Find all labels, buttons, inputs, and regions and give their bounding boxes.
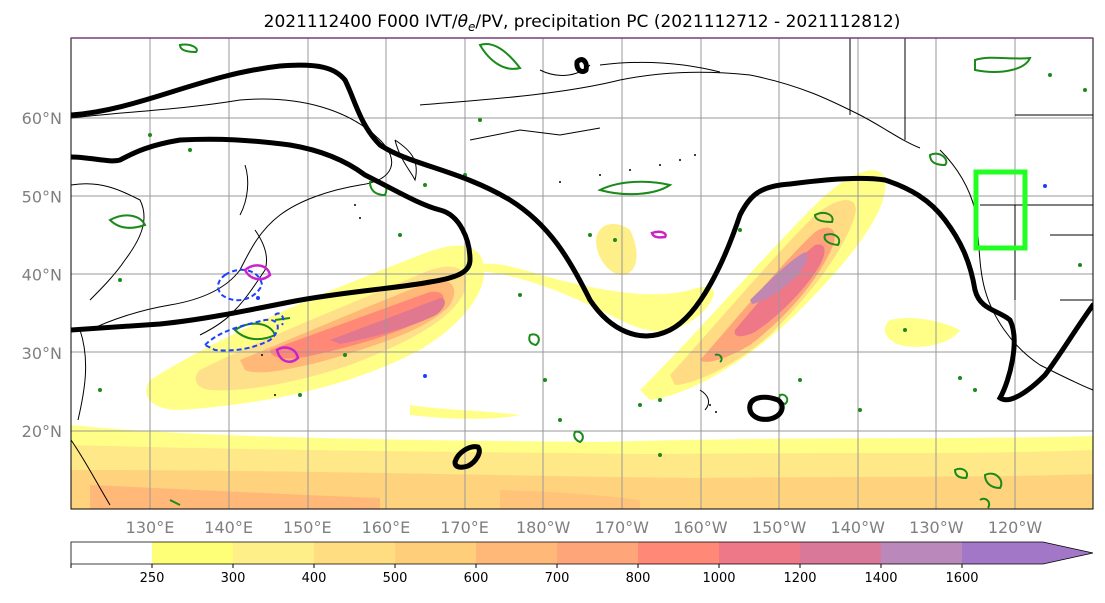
colorbar-level-label: 600 <box>464 571 489 586</box>
longitude-label: 150°W <box>752 518 807 537</box>
longitude-label: 140°W <box>831 518 886 537</box>
colorbar-level-label: 250 <box>140 571 165 586</box>
colorbar-segment <box>962 542 1044 564</box>
colorbar-segment <box>476 542 558 564</box>
colorbar-level-label: 700 <box>545 571 570 586</box>
colorbar-segment <box>395 542 477 564</box>
ivt-contours <box>71 57 1093 470</box>
longitude-label: 160°W <box>673 518 728 537</box>
longitude-label: 160°E <box>362 518 411 537</box>
colorbar-segment <box>233 542 315 564</box>
colorbar-segment <box>719 542 801 564</box>
map-area <box>71 38 1093 509</box>
longitude-label: 170°E <box>440 518 489 537</box>
graticule <box>71 38 1093 509</box>
colorbar-level-label: 1400 <box>864 571 897 586</box>
ivt-shading-tropical-band <box>71 425 1093 509</box>
longitude-label: 130°W <box>909 518 964 537</box>
colorbar-level-label: 1200 <box>783 571 816 586</box>
latitude-label: 40°N <box>22 266 62 285</box>
colorbar-level-label: 800 <box>626 571 651 586</box>
colorbar-segment <box>638 542 720 564</box>
longitude-label: 170°W <box>595 518 650 537</box>
longitude-label: 120°W <box>988 518 1043 537</box>
figure-title: 2021112400 F000 IVT/θe/PV, precipitation… <box>264 12 901 34</box>
target-region-box <box>973 169 1028 251</box>
colorbar-segment <box>881 542 963 564</box>
colorbar-segment <box>71 542 153 564</box>
latitude-label: 60°N <box>22 109 62 128</box>
colorbar-level-label: 300 <box>221 571 246 586</box>
colorbar-outline <box>70 541 1094 565</box>
longitude-labels: 130°E 140°E 150°E 160°E 170°E 180°W 170°W 160°W… <box>126 518 1043 537</box>
colorbar-level-label: 500 <box>383 571 408 586</box>
longitude-label: 180°W <box>516 518 571 537</box>
longitude-label: 130°E <box>126 518 175 537</box>
latitude-label: 50°N <box>22 187 62 206</box>
theta-e-contours <box>203 268 285 352</box>
colorbar-level-label: 1000 <box>702 571 735 586</box>
theta-e-dots <box>256 184 1047 378</box>
longitude-label: 140°E <box>204 518 253 537</box>
longitude-label: 150°E <box>283 518 332 537</box>
latitude-labels: 60°N 50°N 40°N 30°N 20°N <box>22 109 62 441</box>
colorbar-segment <box>557 542 639 564</box>
latitude-label: 30°N <box>22 344 62 363</box>
pv-contour-dots <box>98 73 1087 457</box>
colorbar-segment <box>314 542 396 564</box>
magenta-contours <box>243 230 667 363</box>
colorbar: 250 300 400 500 600 700 800 1000 1200 1400 1600 <box>70 541 1094 586</box>
colorbar-segment <box>152 542 234 564</box>
colorbar-level-label: 1600 <box>945 571 978 586</box>
colorbar-segment <box>800 542 882 564</box>
latitude-label: 20°N <box>22 422 62 441</box>
colorbar-extend-arrow <box>1043 542 1093 564</box>
island-markers <box>261 154 717 413</box>
colorbar-level-label: 400 <box>302 571 327 586</box>
